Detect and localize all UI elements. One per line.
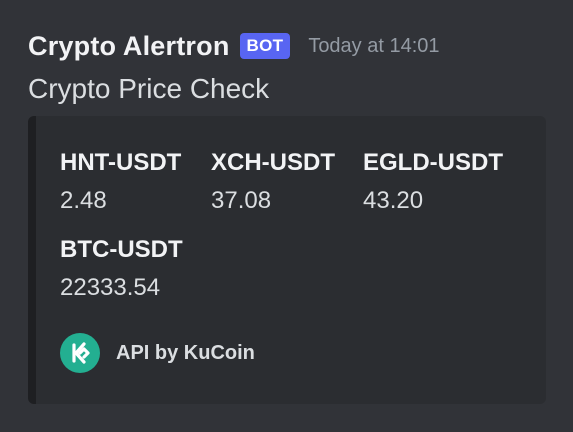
message-timestamp[interactable]: Today at 14:01: [308, 34, 440, 57]
chat-message: Crypto Alertron BOT Today at 14:01 Crypt…: [28, 30, 548, 106]
field-name: BTC-USDT: [60, 236, 183, 263]
field-name: EGLD-USDT: [363, 149, 503, 176]
field-value: 22333.54: [60, 274, 161, 301]
embed-fields: HNT-USDT 2.48 XCH-USDT 37.08 EGLD-USDT 4…: [60, 148, 530, 303]
message-embed: HNT-USDT 2.48 XCH-USDT 37.08 EGLD-USDT 4…: [28, 116, 546, 404]
message-header: Crypto Alertron BOT Today at 14:01: [28, 30, 548, 62]
embed-field-btc: BTC-USDT 22333.54: [60, 235, 211, 303]
field-name: HNT-USDT: [60, 149, 182, 176]
field-value: 37.08: [211, 187, 272, 214]
field-name: XCH-USDT: [211, 149, 335, 176]
footer-text: API by KuCoin: [116, 341, 255, 364]
embed-field-hnt: HNT-USDT 2.48: [60, 148, 211, 216]
embed-footer: API by KuCoin: [60, 333, 255, 373]
embed-field-egld: EGLD-USDT 43.20: [363, 148, 523, 216]
field-value: 2.48: [60, 187, 107, 214]
kucoin-logo-icon: [60, 333, 100, 373]
bot-badge: BOT: [239, 33, 291, 59]
author-name[interactable]: Crypto Alertron: [28, 30, 230, 61]
field-value: 43.20: [363, 187, 424, 214]
embed-field-xch: XCH-USDT 37.08: [211, 148, 363, 216]
message-content: Crypto Price Check: [28, 73, 270, 104]
